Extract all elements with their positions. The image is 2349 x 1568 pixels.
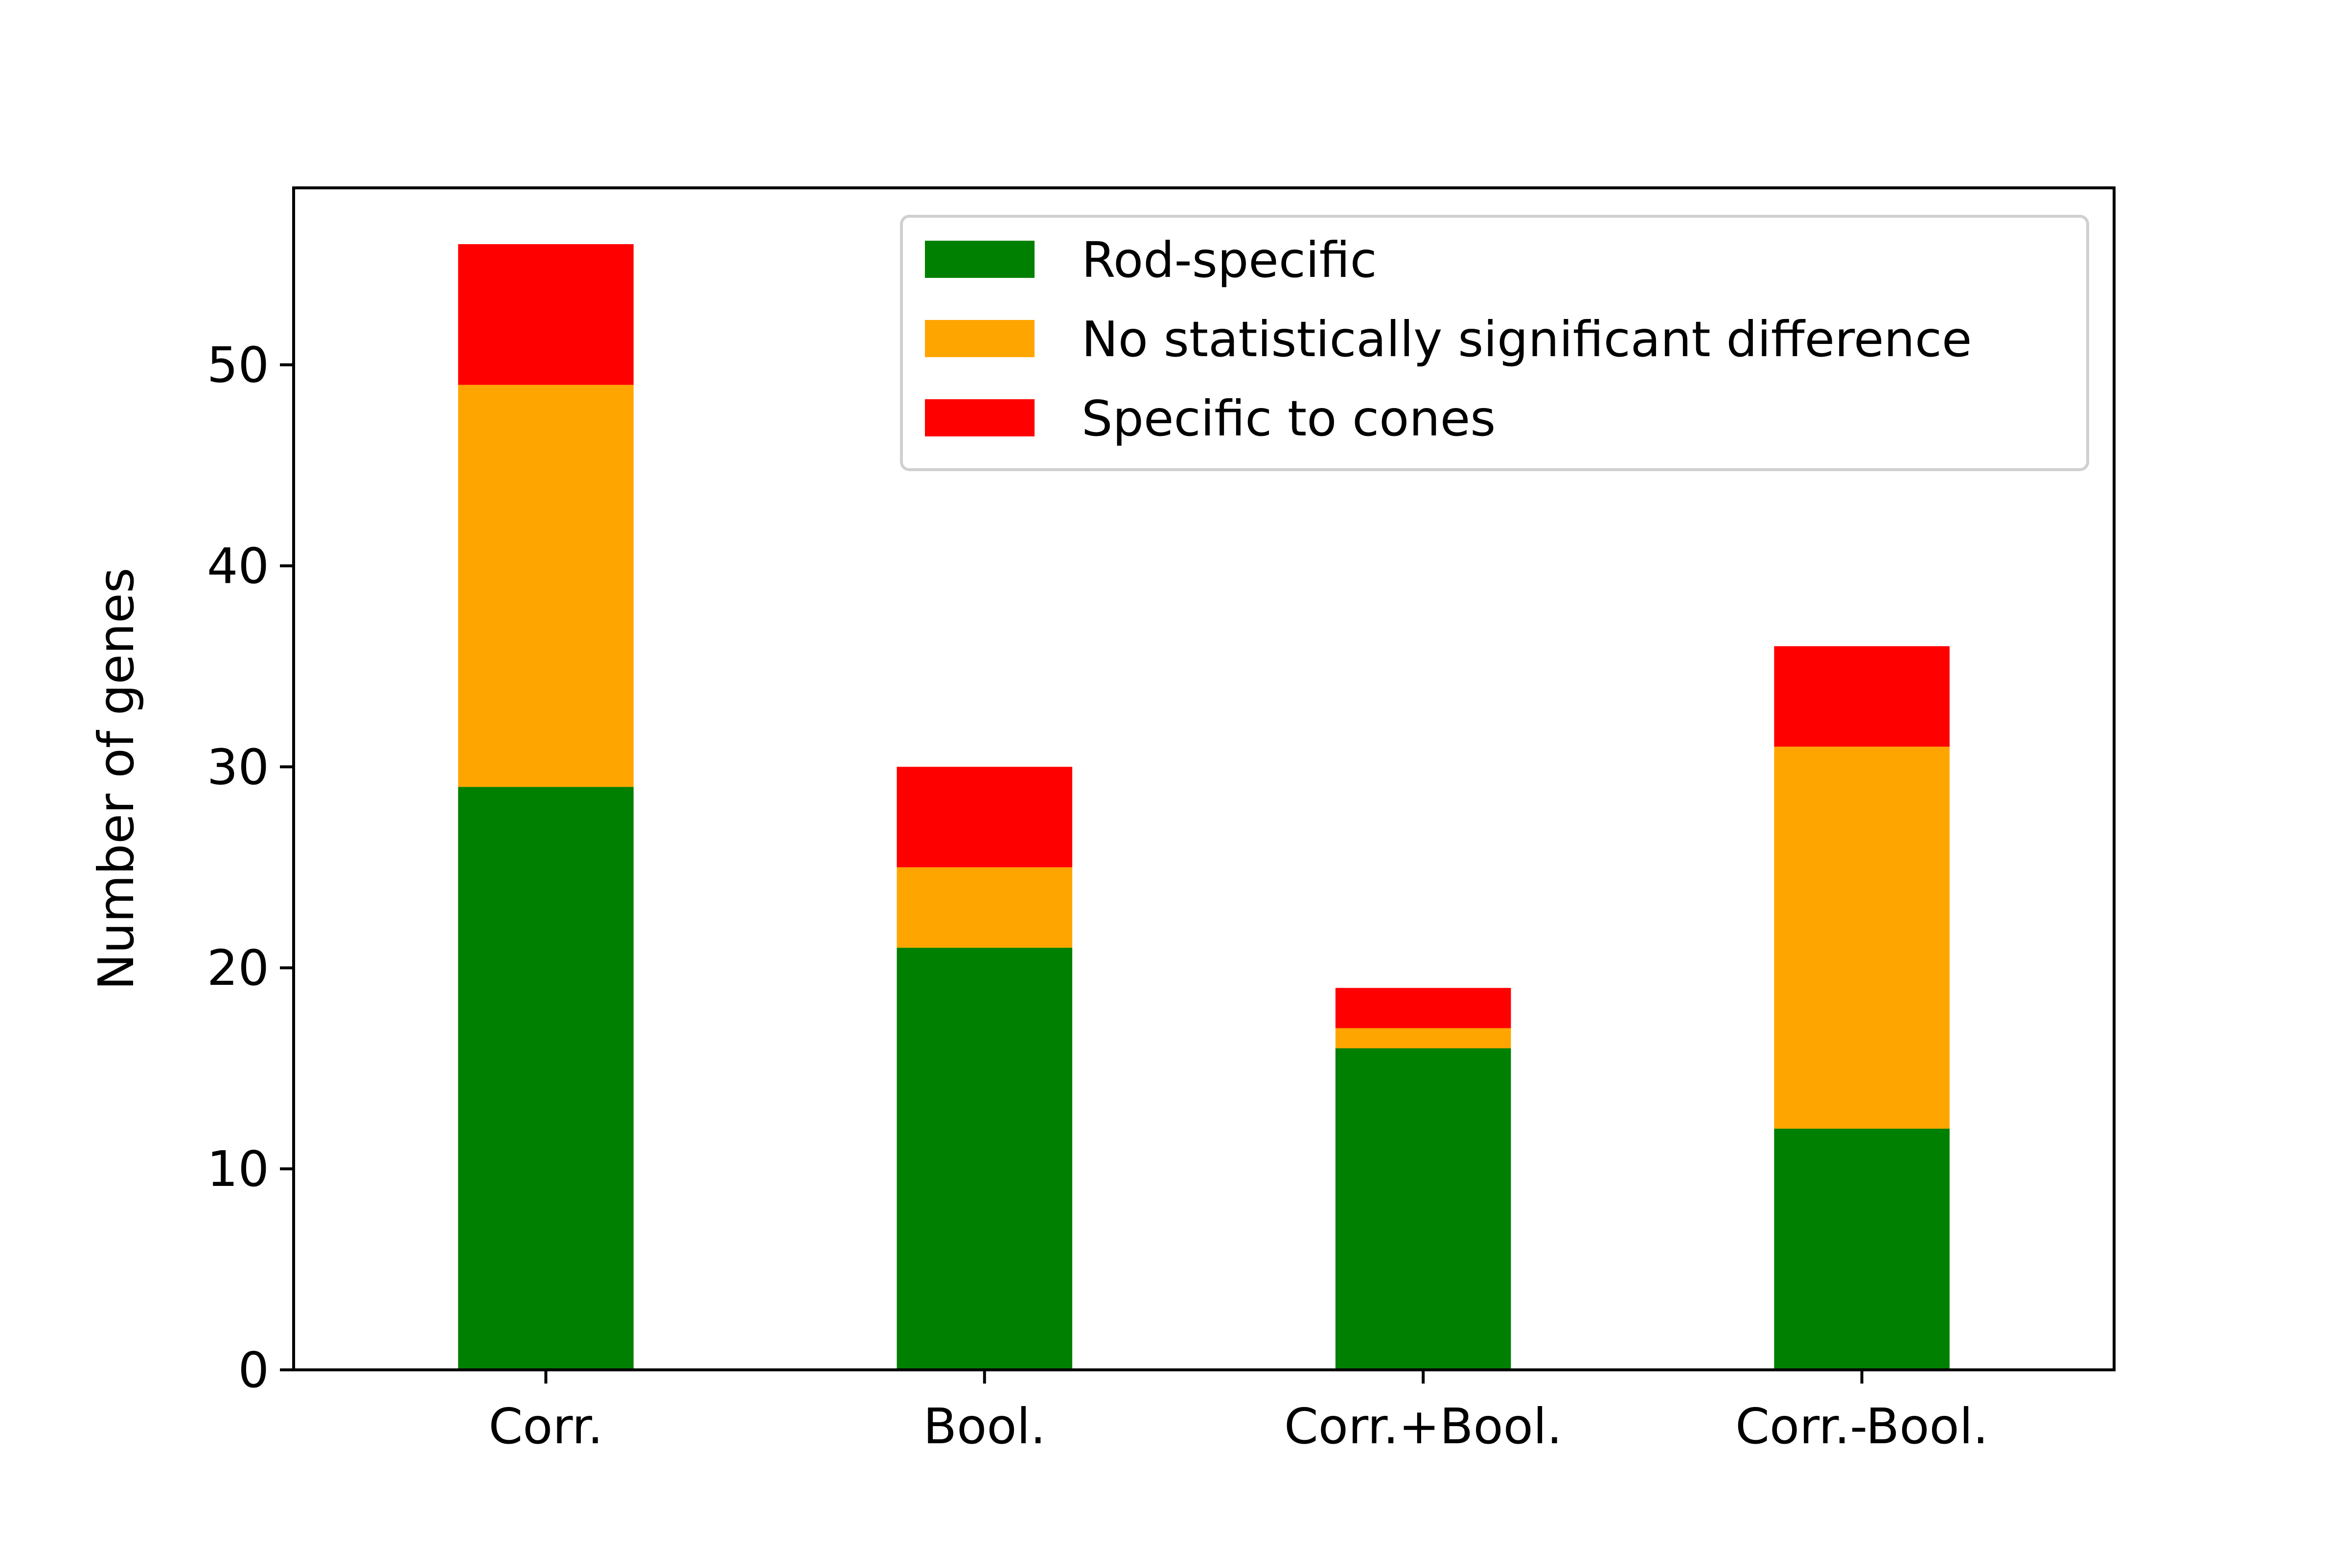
bar-segment-3-category-3 xyxy=(1335,988,1511,1028)
y-tick-label: 30 xyxy=(207,738,269,795)
legend-label-1: Rod-specific xyxy=(1082,231,1377,289)
legend: Rod-specific No statistically significant… xyxy=(900,215,2089,471)
y-tick-label: 50 xyxy=(207,337,269,394)
x-tick-label: Corr.-Bool. xyxy=(1735,1398,1988,1455)
legend-swatch-3 xyxy=(925,399,1035,436)
x-tick-label: Corr.+Bool. xyxy=(1284,1398,1562,1455)
bar-segment-3-category-4 xyxy=(1774,646,1950,747)
x-axis: Corr. Bool. Corr.+Bool. Corr.-Bool. xyxy=(488,1370,1988,1455)
bar-segment-1-category-3 xyxy=(1335,1048,1511,1370)
bar-segment-2-category-2 xyxy=(897,867,1073,948)
bar-segment-3-category-1 xyxy=(458,244,634,385)
legend-swatch-1 xyxy=(925,241,1035,278)
y-tick-label: 20 xyxy=(207,939,269,997)
legend-swatch-2 xyxy=(925,320,1035,357)
bar-segment-1-category-2 xyxy=(897,948,1073,1370)
bar-segment-2-category-3 xyxy=(1335,1028,1511,1048)
bar-segment-2-category-1 xyxy=(458,385,634,787)
bar-segment-3-category-2 xyxy=(897,767,1073,867)
legend-label-3: Specific to cones xyxy=(1082,390,1496,447)
bars-layer xyxy=(458,244,1950,1370)
bar-segment-2-category-4 xyxy=(1774,747,1950,1129)
x-tick-label: Corr. xyxy=(488,1398,603,1455)
bar-segment-1-category-1 xyxy=(458,787,634,1370)
x-tick-label: Bool. xyxy=(923,1398,1046,1455)
bar-segment-1-category-4 xyxy=(1774,1128,1950,1370)
legend-frame xyxy=(900,215,2089,471)
plot-frame xyxy=(292,186,2116,1371)
y-tick-label: 0 xyxy=(238,1341,269,1399)
y-axis: 0 10 20 30 40 50 xyxy=(207,337,294,1399)
legend-label-2: No statistically significant difference xyxy=(1082,311,1972,368)
y-tick-label: 40 xyxy=(207,537,269,594)
y-tick-label: 10 xyxy=(207,1140,269,1198)
y-axis-label: Number of genes xyxy=(88,568,145,990)
